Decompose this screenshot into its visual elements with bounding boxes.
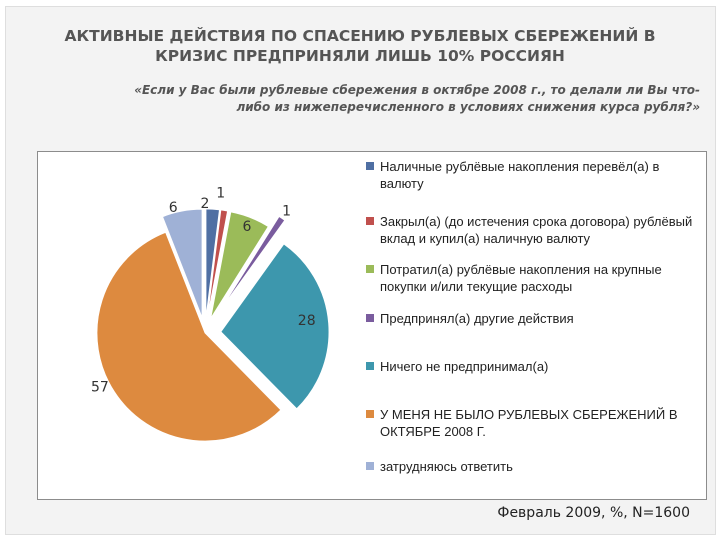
pie-slice-7 (162, 208, 203, 318)
legend-label: затрудняюсь ответить (380, 459, 513, 474)
pie-slice-5 (220, 243, 330, 410)
pie-slice-3 (210, 211, 269, 319)
slice-value-label-6: 57 (91, 380, 109, 396)
legend-swatch (366, 162, 374, 170)
legend-label: Ничего не предпринимал(а) (380, 359, 549, 374)
legend-label: Предпринял(а) другие действия (380, 311, 574, 326)
legend-swatch (366, 362, 374, 370)
title-line-1: АКТИВНЫЕ ДЕЙСТВИЯ ПО СПАСЕНИЮ РУБЛЕВЫХ С… (64, 27, 656, 45)
pie-slice-6 (96, 231, 282, 442)
legend-label: Потратил(а) рублёвые накопления на крупн… (380, 262, 662, 294)
question-line-1: «Если у Вас были рублевые сбережения в о… (134, 83, 700, 97)
slice-value-label-7: 6 (169, 200, 178, 216)
pie-slice-2 (207, 209, 228, 318)
slice-value-label-4: 1 (282, 203, 291, 219)
slice-value-label-5: 28 (298, 313, 316, 329)
legend-label: Закрыл(а) (до истечения срока договора) … (380, 214, 693, 246)
title-line-2: КРИЗИС ПРЕДПРИНЯЛИ ЛИШЬ 10% РОССИЯН (155, 47, 565, 65)
pie-slice-1 (205, 208, 220, 318)
pie-slice-4 (221, 216, 286, 309)
legend-label: Наличные рублёвые накопления перевёл(а) … (380, 159, 660, 191)
slice-value-label-1: 2 (200, 196, 209, 212)
legend-swatch (366, 217, 374, 225)
legend-swatch (366, 314, 374, 322)
legend-swatch (366, 265, 374, 273)
slide-title: АКТИВНЫЕ ДЕЙСТВИЯ ПО СПАСЕНИЮ РУБЛЕВЫХ С… (20, 26, 700, 66)
slice-value-label-3: 6 (242, 219, 251, 235)
question-line-2: либо из нижеперечисленного в условиях сн… (236, 100, 700, 114)
sample-footnote: Февраль 2009, %, N=1600 (497, 505, 690, 521)
legend-swatch (366, 410, 374, 418)
slice-value-label-2: 1 (216, 186, 225, 202)
legend-swatch (366, 462, 374, 470)
legend-label: У МЕНЯ НЕ БЫЛО РУБЛЕВЫХ СБЕРЕЖЕНИЙ В ОКТ… (380, 407, 678, 439)
survey-question: «Если у Вас были рублевые сбережения в о… (60, 82, 700, 116)
